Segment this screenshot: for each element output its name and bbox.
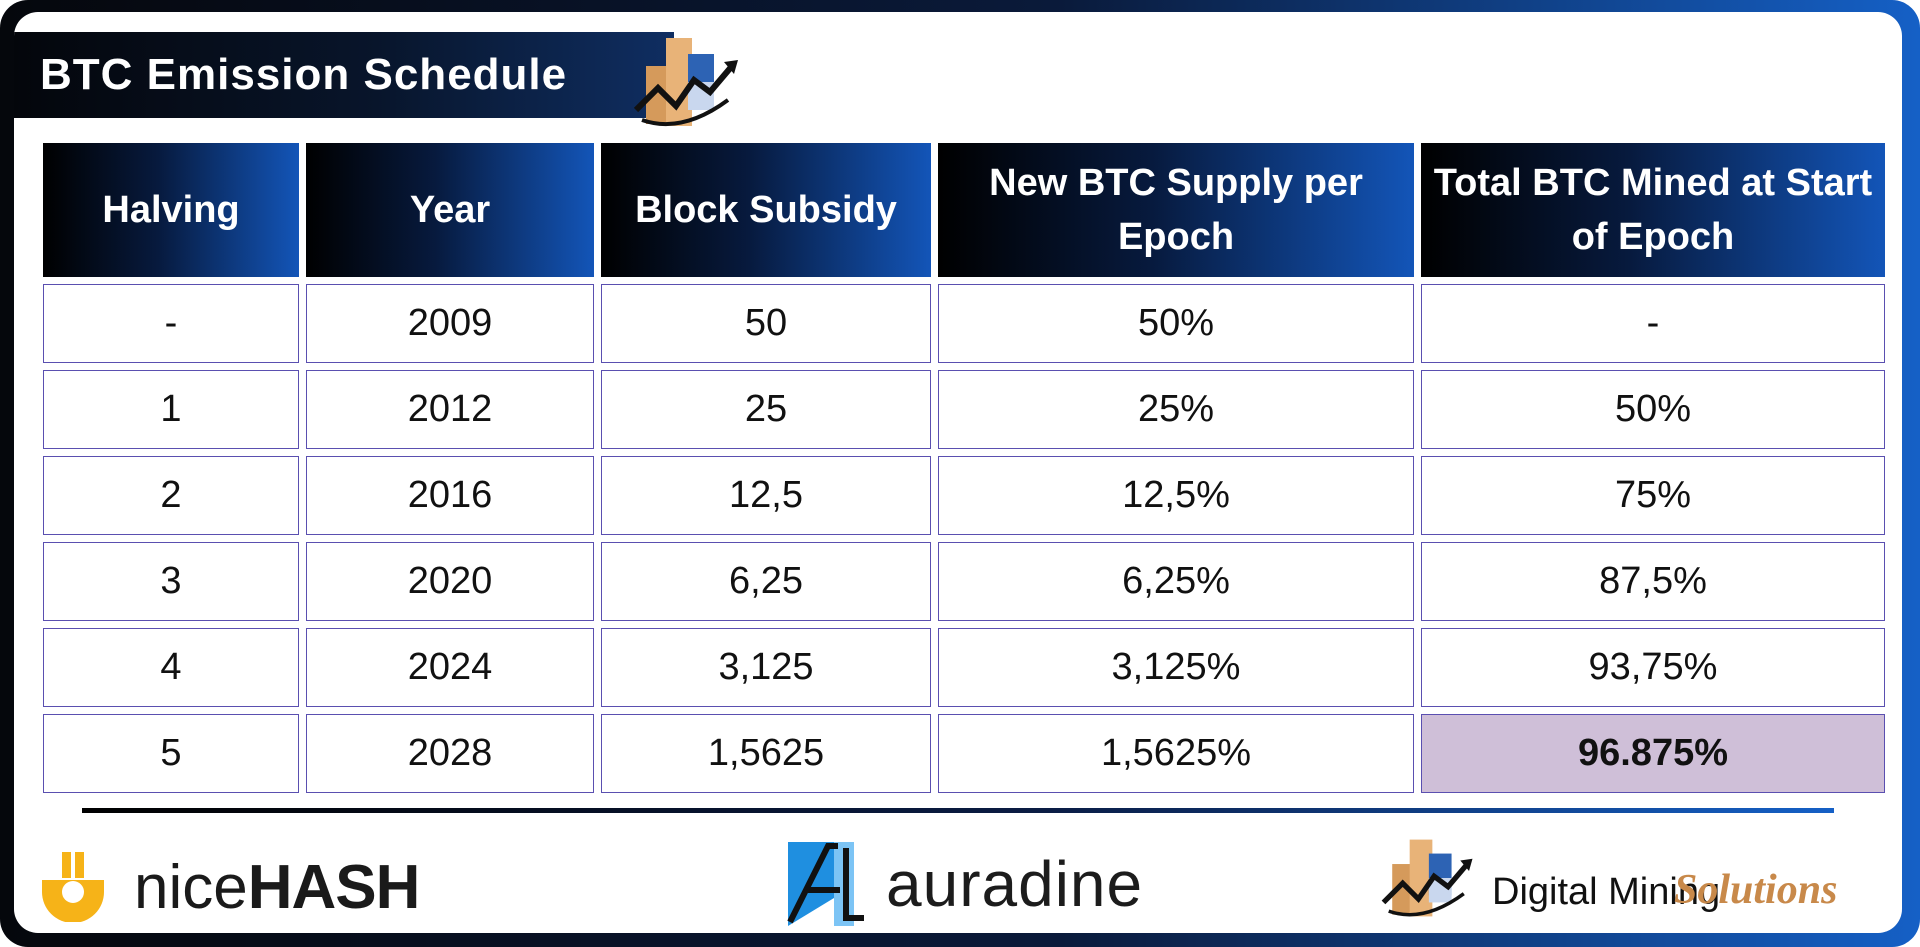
table-row: 4 2024 3,125 3,125% 93,75% bbox=[43, 628, 1885, 707]
cell-new-supply: 50% bbox=[938, 284, 1414, 363]
nicehash-smile-icon bbox=[42, 852, 104, 922]
dms-logo: Digital Mining Solutions bbox=[1374, 826, 1894, 933]
column-header-new-supply: New BTC Supply per Epoch bbox=[938, 143, 1414, 277]
cell-total-mined: 93,75% bbox=[1421, 628, 1885, 707]
cell-halving: 4 bbox=[43, 628, 299, 707]
nicehash-logo: niceHASH bbox=[38, 850, 421, 926]
column-header-year: Year bbox=[306, 143, 594, 277]
cell-block-subsidy: 6,25 bbox=[601, 542, 931, 621]
cell-new-supply: 25% bbox=[938, 370, 1414, 449]
cell-total-mined: - bbox=[1421, 284, 1885, 363]
slide-content: BTC Emission Schedule Halving Year Block… bbox=[14, 12, 1902, 933]
cell-halving: 2 bbox=[43, 456, 299, 535]
cell-year: 2020 bbox=[306, 542, 594, 621]
cell-halving: - bbox=[43, 284, 299, 363]
cell-year: 2009 bbox=[306, 284, 594, 363]
page-title: BTC Emission Schedule bbox=[40, 50, 568, 99]
cell-total-mined-highlight: 96.875% bbox=[1421, 714, 1885, 793]
cell-year: 2016 bbox=[306, 456, 594, 535]
auradine-wordmark: auradine bbox=[886, 848, 1144, 920]
cell-block-subsidy: 1,5625 bbox=[601, 714, 931, 793]
auradine-mark-icon bbox=[787, 842, 864, 926]
cell-block-subsidy: 3,125 bbox=[601, 628, 931, 707]
nicehash-word-part1: nice bbox=[134, 853, 248, 922]
cell-total-mined: 75% bbox=[1421, 456, 1885, 535]
table-row: 1 2012 25 25% 50% bbox=[43, 370, 1885, 449]
cell-new-supply: 6,25% bbox=[938, 542, 1414, 621]
cell-total-mined: 87,5% bbox=[1421, 542, 1885, 621]
cell-halving: 1 bbox=[43, 370, 299, 449]
column-header-block-subsidy: Block Subsidy bbox=[601, 143, 931, 277]
emission-table: Halving Year Block Subsidy New BTC Suppl… bbox=[36, 136, 1892, 800]
cell-year: 2024 bbox=[306, 628, 594, 707]
dms-chart-small-icon bbox=[1381, 839, 1473, 917]
column-header-halving: Halving bbox=[43, 143, 299, 277]
dms-wordmark-part1: Digital Mining bbox=[1492, 871, 1721, 913]
cell-total-mined: 50% bbox=[1421, 370, 1885, 449]
cell-block-subsidy: 25 bbox=[601, 370, 931, 449]
table-row: 2 2016 12,5 12,5% 75% bbox=[43, 456, 1885, 535]
table-row: - 2009 50 50% - bbox=[43, 284, 1885, 363]
column-header-total-mined: Total BTC Mined at Start of Epoch bbox=[1421, 143, 1885, 277]
cell-block-subsidy: 12,5 bbox=[601, 456, 931, 535]
cell-year: 2028 bbox=[306, 714, 594, 793]
dms-chart-logo-icon bbox=[633, 38, 738, 127]
auradine-logo: auradine bbox=[780, 838, 1160, 930]
nicehash-word-part2: HASH bbox=[247, 853, 421, 922]
dms-wordmark-part2: Solutions bbox=[1674, 867, 1838, 913]
nicehash-wordmark: niceHASH bbox=[134, 853, 421, 922]
footer-divider bbox=[82, 808, 1834, 813]
cell-new-supply: 1,5625% bbox=[938, 714, 1414, 793]
cell-new-supply: 3,125% bbox=[938, 628, 1414, 707]
table-row: 5 2028 1,5625 1,5625% 96.875% bbox=[43, 714, 1885, 793]
table-header-row: Halving Year Block Subsidy New BTC Suppl… bbox=[43, 143, 1885, 277]
cell-block-subsidy: 50 bbox=[601, 284, 931, 363]
title-bar: BTC Emission Schedule bbox=[14, 32, 674, 118]
cell-year: 2012 bbox=[306, 370, 594, 449]
cell-new-supply: 12,5% bbox=[938, 456, 1414, 535]
cell-halving: 5 bbox=[43, 714, 299, 793]
table-row: 3 2020 6,25 6,25% 87,5% bbox=[43, 542, 1885, 621]
cell-halving: 3 bbox=[43, 542, 299, 621]
